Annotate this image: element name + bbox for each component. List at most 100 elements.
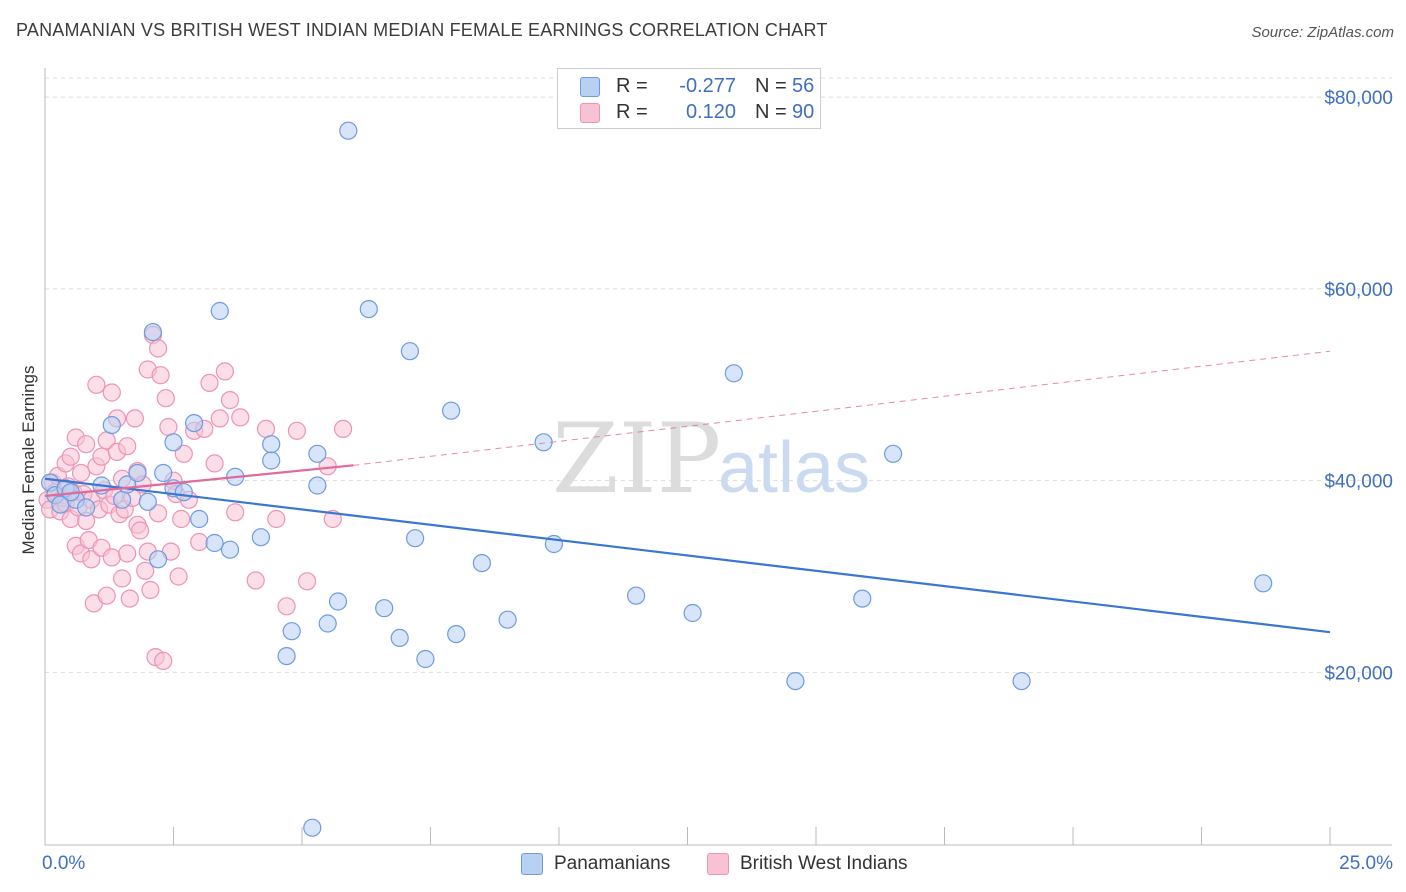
data-point [1012,671,1031,691]
data-point [205,454,224,473]
data-point [92,447,111,466]
data-point [318,614,337,633]
chart-title: PANAMANIAN VS BRITISH WEST INDIAN MEDIAN… [16,20,828,40]
data-point [87,375,106,394]
data-point [136,561,155,580]
data-point [156,389,175,408]
y-tick-label: $40,000 [1324,472,1393,493]
watermark-atlas: atlas [718,428,870,508]
data-point [149,339,168,358]
data-point [138,492,157,511]
data-point [1254,574,1273,593]
legend-r-value: -0.277 [679,75,736,97]
data-point [308,444,327,463]
data-point [416,649,435,669]
data-point [118,544,137,563]
series-panamanians [40,121,1273,837]
data-point [277,597,296,616]
data-point [154,463,173,483]
data-point [154,651,173,671]
trend-line-panamanians [44,477,1331,634]
data-point [174,444,193,463]
legend-r-label: R = [616,75,648,97]
legend-r-label: R = [616,101,648,123]
data-point [112,569,132,588]
data-point [406,529,425,548]
legend-label: British West Indians [740,853,908,874]
data-point [149,550,168,569]
data-point [149,504,168,523]
data-point [76,498,96,517]
legend-swatch-pink [580,103,600,123]
data-point [447,624,466,644]
data-point [683,603,702,623]
trend-line-british-west-indians [44,464,354,498]
data-point [190,532,209,552]
data-point [626,586,646,605]
data-point [226,503,245,522]
data-point [323,509,342,529]
data-point [131,521,150,540]
data-point [298,572,317,591]
data-point [102,416,121,435]
data-point [169,567,188,586]
data-point [334,419,353,438]
data-point [190,509,209,529]
chart-source: Source: ZipAtlas.com [1251,24,1394,41]
data-point [328,592,348,611]
data-point [141,580,160,600]
data-point [125,409,144,428]
data-point [185,414,204,433]
data-point [102,548,121,567]
data-point [174,483,193,502]
data-point [231,408,250,427]
data-point [128,463,147,483]
data-point [359,300,378,319]
data-point [215,362,234,381]
x-tick-label: 25.0% [1339,853,1393,874]
data-point [76,435,96,454]
legend-n-label: N = [755,75,787,97]
data-point [210,409,229,428]
y-axis-title: Median Female Earnings [19,366,38,555]
y-tick-label: $60,000 [1324,280,1393,301]
y-tick-label: $80,000 [1324,88,1393,109]
tick-labels: $20,000 $40,000 $60,000 $80,000 0.0% 25.0% [42,88,1393,874]
data-point [220,391,240,410]
legend-swatch-pink [707,853,729,875]
data-point [262,435,281,454]
data-point [390,628,409,648]
trend-line-british-west-indians-extended [353,350,1331,466]
grid-lines [45,77,1392,673]
data-point [220,540,240,559]
data-point [267,509,286,529]
data-point [112,490,132,509]
data-point [883,444,903,463]
data-point [303,818,322,837]
legend-swatch-blue [580,77,600,97]
data-point [97,586,116,605]
data-point [498,610,517,629]
data-point [442,401,461,420]
data-point [251,528,270,547]
data-point [472,553,491,573]
data-point [120,589,139,608]
data-point [200,373,219,392]
legend-swatch-blue [521,853,543,875]
data-point [118,437,137,456]
axes [44,68,1392,846]
legend-label: Panamanians [554,853,671,874]
data-point [400,342,419,361]
data-point [205,533,224,553]
data-point [143,323,162,342]
watermark-zip: ZIP [552,403,721,515]
data-point [210,301,229,321]
data-point [262,451,281,470]
data-point [287,421,306,440]
data-point [164,433,183,452]
y-tick-label: $20,000 [1324,663,1393,684]
data-point [277,646,296,666]
data-point [853,589,872,608]
legend-n-label: N = [755,101,787,123]
